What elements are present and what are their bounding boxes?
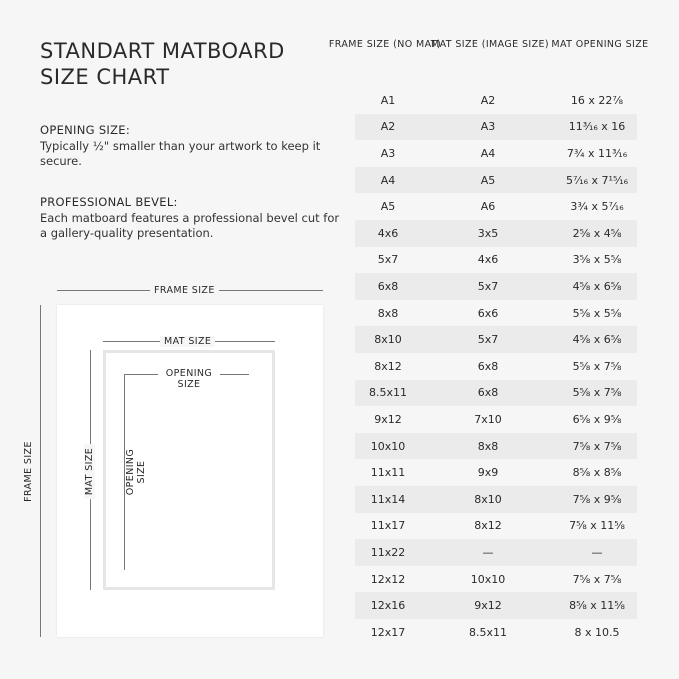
opening-size-cell: 7⅝ x 7⅝ [572,439,622,453]
opening-text: Typically ½" smaller than your artwork t… [40,139,321,168]
table-row: 8x12 6x8 5⅝ x 7⅝ [355,353,637,380]
table-row: 4x6 3x5 2⅝ x 4⅝ [355,220,637,247]
opening-size-cell: 4⅝ x 6⅝ [572,279,622,293]
col-header-frame: FRAME SIZE (NO MAT) [328,39,442,50]
opening-size-cell: 2⅝ x 4⅝ [572,226,622,240]
table-row: A3 A4 7¾ x 11³⁄₁₆ [355,140,637,167]
frame-size-cell: A4 [380,173,396,187]
opening-size-label-vertical: OPENING SIZE [125,441,147,503]
mat-size-cell: 3x5 [477,226,499,240]
mat-size-cell: 9x12 [474,599,502,613]
frame-size-cell: 11x17 [370,519,406,533]
frame-size-label: FRAME SIZE [150,285,219,296]
table-row: 10x10 8x8 7⅝ x 7⅝ [355,432,637,460]
table-row: 6x8 5x7 4⅝ x 6⅝ [355,273,637,300]
table-row: 8x10 5x7 4⅝ x 6⅝ [355,326,637,353]
opening-size-cell: 5⅝ x 7⅝ [572,359,622,373]
opening-size-cell: 8⅝ x 11⅝ [569,599,625,613]
opening-size-cell: 5⅝ x 5⅝ [572,306,622,320]
mat-size-cell: 6x6 [477,306,499,320]
mat-size-cell: 8x12 [474,519,502,533]
mat-size-cell: 6x8 [477,359,499,373]
opening-size-cell: 5⅝ x 7⅝ [572,386,622,400]
opening-size-cell: 3¾ x 5⁷⁄₁₆ [570,200,624,214]
opening-size-cell: 11³⁄₁₆ x 16 [568,120,626,134]
table-row: 11x14 8x10 7⅝ x 9⅝ [355,486,637,513]
mat-size-cell: 9x9 [477,466,499,480]
mat-size-label: MAT SIZE [160,336,216,347]
frame-size-cell: 11x14 [370,492,406,506]
table-row: A1 A2 16 x 22⅞ [355,87,637,114]
opening-size-cell: 7⅝ x 7⅝ [572,572,622,586]
frame-size-cell: 10x10 [370,439,406,453]
table-row: A2 A3 11³⁄₁₆ x 16 [355,113,637,141]
opening-size-cell: 7⅝ x 9⅝ [572,492,622,506]
table-row: A5 A6 3¾ x 5⁷⁄₁₆ [355,193,637,220]
table-row: 11x22 — — [355,539,637,566]
table-row: 11x11 9x9 8⅝ x 8⅝ [355,459,637,486]
frame-size-cell: 8x12 [374,359,402,373]
opening-size-cell: 7⅝ x 11⅝ [569,519,625,533]
frame-size-cell: A3 [380,146,396,160]
frame-size-cell: 6x8 [377,279,399,293]
table-row: 8.5x11 6x8 5⅝ x 7⅝ [355,379,637,407]
mat-size-cell: A6 [480,200,496,214]
table-row: 11x17 8x12 7⅝ x 11⅝ [355,513,637,540]
mat-size-cell: 8.5x11 [468,625,507,639]
mat-size-cell: 8x8 [477,439,499,453]
table-row: 12x16 9x12 8⅝ x 11⅝ [355,592,637,619]
mat-size-cell: 5x7 [477,333,499,347]
frame-size-label-vertical: FRAME SIZE [22,437,34,506]
mat-size-label-vertical: MAT SIZE [84,443,96,500]
opening-size-cell: — [591,545,603,559]
frame-size-cell: 4x6 [377,226,399,240]
frame-size-cell: 12x12 [370,572,406,586]
col-header-mat: MAT SIZE (IMAGE SIZE) [430,39,549,50]
mat-size-cell: 5x7 [477,279,499,293]
mat-size-cell: 8x10 [474,492,502,506]
frame-size-cell: A1 [380,93,396,107]
bevel-heading: PROFESSIONAL BEVEL: [40,195,178,209]
frame-size-cell: 12x17 [370,625,406,639]
mat-size-cell: 10x10 [470,572,506,586]
frame-size-cell: 11x11 [370,466,406,480]
mat-size-cell: A3 [480,120,496,134]
mat-size-cell: A4 [480,146,496,160]
frame-size-cell: 11x22 [370,545,406,559]
table-row: 5x7 4x6 3⅝ x 5⅝ [355,247,637,274]
page-title: STANDART MATBOARD SIZE CHART [40,39,285,89]
mat-size-cell: — [482,545,494,559]
table-row: A4 A5 5⁷⁄₁₆ x 7¹⁵⁄₁₆ [355,166,637,194]
opening-size-cell: 8⅝ x 8⅝ [572,466,622,480]
table-row: 12x17 8.5x11 8 x 10.5 [355,619,637,646]
frame-size-cell: 5x7 [377,253,399,267]
frame-size-cell: 12x16 [370,599,406,613]
opening-size-cell: 4⅝ x 6⅝ [572,333,622,347]
table-row: 8x8 6x6 5⅝ x 5⅝ [355,300,637,327]
mat-size-cell: A2 [480,93,496,107]
opening-size-cell: 5⁷⁄₁₆ x 7¹⁵⁄₁₆ [565,173,629,187]
opening-size-cell: 16 x 22⅞ [570,93,624,107]
frame-size-cell: 8.5x11 [368,386,407,400]
mat-size-cell: A5 [480,173,496,187]
opening-size-cell: 8 x 10.5 [574,625,620,639]
mat-size-cell: 7x10 [474,412,502,426]
opening-size-cell: 6⅝ x 9⅝ [572,412,622,426]
mat-size-cell: 6x8 [477,386,499,400]
frame-size-cell: 8x10 [374,333,402,347]
frame-size-cell: 8x8 [377,306,399,320]
table-row: 9x12 7x10 6⅝ x 9⅝ [355,406,637,433]
opening-heading: OPENING SIZE: [40,123,131,137]
col-header-opening: MAT OPENING SIZE [551,39,649,50]
opening-size-cell: 7¾ x 11³⁄₁₆ [566,146,628,160]
opening-size-cell: 3⅝ x 5⅝ [572,253,622,267]
table-row: 12x12 10x10 7⅝ x 7⅝ [355,566,637,593]
bevel-text: Each matboard features a professional be… [40,211,340,240]
frame-size-cell: 9x12 [374,412,402,426]
mat-size-cell: 4x6 [477,253,499,267]
frame-size-cell: A5 [380,200,396,214]
opening-size-label: OPENING SIZE [158,368,220,390]
frame-size-cell: A2 [380,120,396,134]
